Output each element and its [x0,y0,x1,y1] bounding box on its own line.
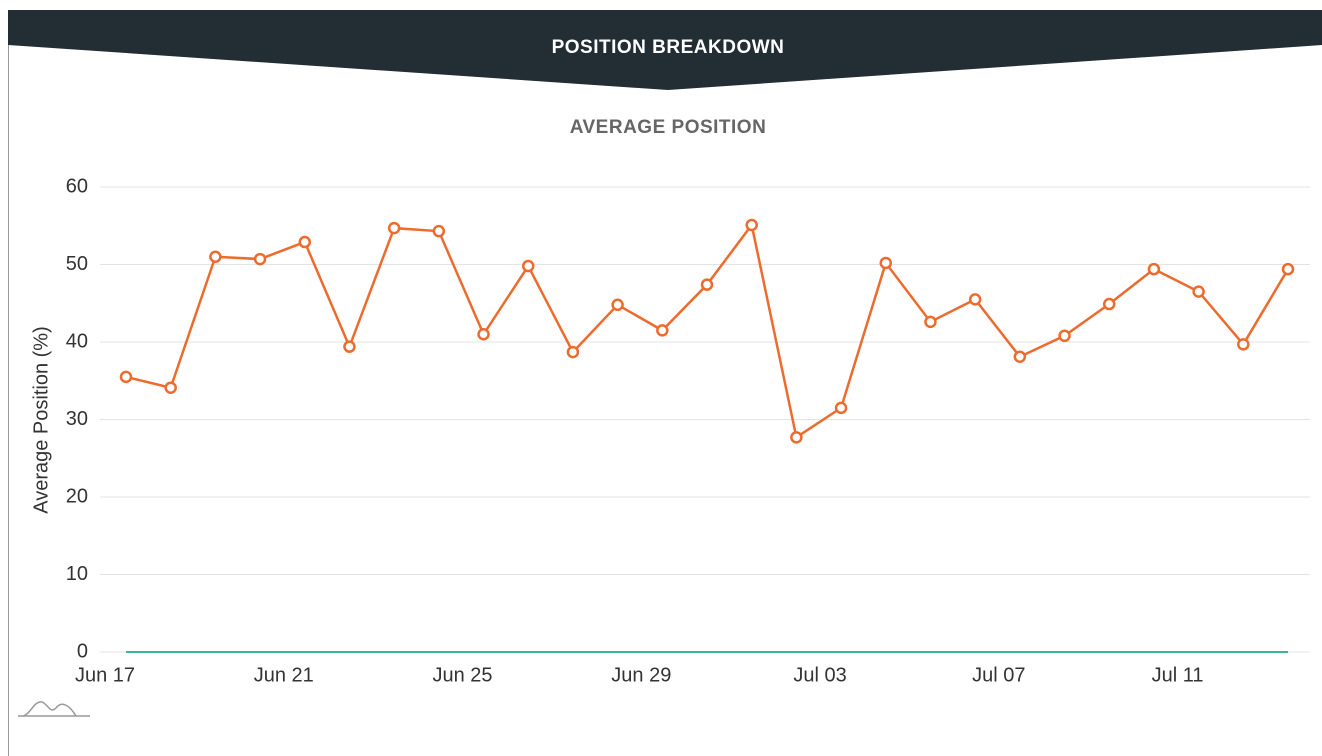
data-point [700,278,714,291]
y-tick-label: 0 [77,640,88,662]
x-tick-label: Jul 03 [793,664,846,686]
x-tick-label: Jul 11 [1152,664,1204,686]
data-point [1192,285,1205,298]
x-tick-label: Jun 17 [75,664,135,686]
data-point [656,324,669,337]
data-point [521,259,535,273]
data-point [1058,329,1071,343]
data-point [477,328,490,341]
y-tick-label: 10 [66,563,88,585]
data-point [1013,350,1027,363]
data-point [209,250,222,263]
data-point [1102,297,1116,311]
y-tick-label: 30 [66,408,88,430]
data-point [879,256,893,270]
data-point [298,235,312,249]
header-banner [8,10,1322,90]
x-tick-label: Jun 21 [254,664,314,686]
data-point [790,431,803,444]
data-point [611,298,624,312]
x-tick-label: Jun 29 [611,664,671,686]
x-tick-label: Jul 07 [972,664,1025,686]
data-point [566,345,580,359]
data-point [1237,338,1250,351]
data-point [745,218,758,232]
data-point [834,401,848,415]
data-point [387,221,401,235]
data-point [253,252,267,266]
logo [18,701,90,717]
y-tick-label: 50 [66,253,88,275]
x-tick-label: Jun 25 [433,664,493,686]
y-tick-label: 60 [66,175,88,197]
data-point [1147,262,1161,276]
data-point [119,370,133,384]
series-line [125,222,1290,440]
data-point [968,293,982,306]
data-point [164,381,177,394]
chart-title: POSITION BREAKDOWN [552,37,785,58]
data-point [432,224,446,238]
chart-subtitle: AVERAGE POSITION [570,117,767,138]
data-point [343,340,356,353]
y-tick-label: 20 [66,485,88,507]
y-axis-label: Average Position (%) [30,326,52,514]
data-point [924,315,937,329]
y-tick-label: 40 [66,330,88,352]
data-point [1281,262,1295,276]
